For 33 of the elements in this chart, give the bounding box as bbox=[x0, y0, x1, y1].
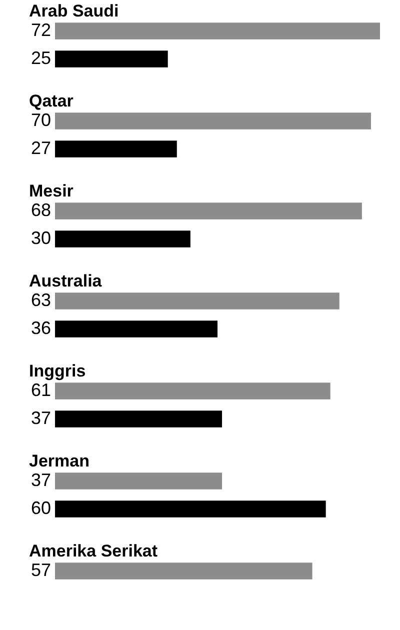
data-label: 57 bbox=[30, 560, 51, 580]
data-label: 60 bbox=[30, 498, 51, 518]
data-label: 25 bbox=[30, 48, 51, 68]
data-label: 36 bbox=[30, 318, 51, 338]
data-label: 72 bbox=[30, 20, 51, 40]
bar bbox=[55, 500, 326, 518]
y-tick-label: Arab Saudi bbox=[29, 2, 119, 21]
data-label: 27 bbox=[30, 138, 51, 158]
bar bbox=[55, 410, 222, 428]
bar bbox=[55, 230, 190, 248]
bar bbox=[55, 320, 218, 338]
bar bbox=[55, 202, 362, 220]
bar bbox=[55, 50, 168, 68]
data-label: 70 bbox=[30, 110, 51, 130]
y-tick-label: Qatar bbox=[29, 92, 74, 111]
data-label: 61 bbox=[30, 380, 51, 400]
data-label: 37 bbox=[30, 408, 51, 428]
y-tick-label: Amerika Serikat bbox=[29, 542, 158, 561]
y-tick-label: Jerman bbox=[29, 452, 90, 471]
y-tick-label: Mesir bbox=[29, 182, 74, 201]
y-tick-label: Inggris bbox=[29, 362, 86, 381]
bar bbox=[55, 382, 330, 400]
bar bbox=[55, 472, 222, 490]
data-label: 37 bbox=[30, 470, 51, 490]
bar bbox=[55, 140, 177, 158]
y-tick-label: Australia bbox=[29, 272, 102, 291]
bar bbox=[55, 112, 371, 130]
data-label: 30 bbox=[30, 228, 51, 248]
bar bbox=[55, 292, 340, 310]
data-label: 68 bbox=[30, 200, 51, 220]
bar bbox=[55, 22, 380, 40]
bar bbox=[55, 562, 312, 580]
data-label: 63 bbox=[30, 290, 51, 310]
